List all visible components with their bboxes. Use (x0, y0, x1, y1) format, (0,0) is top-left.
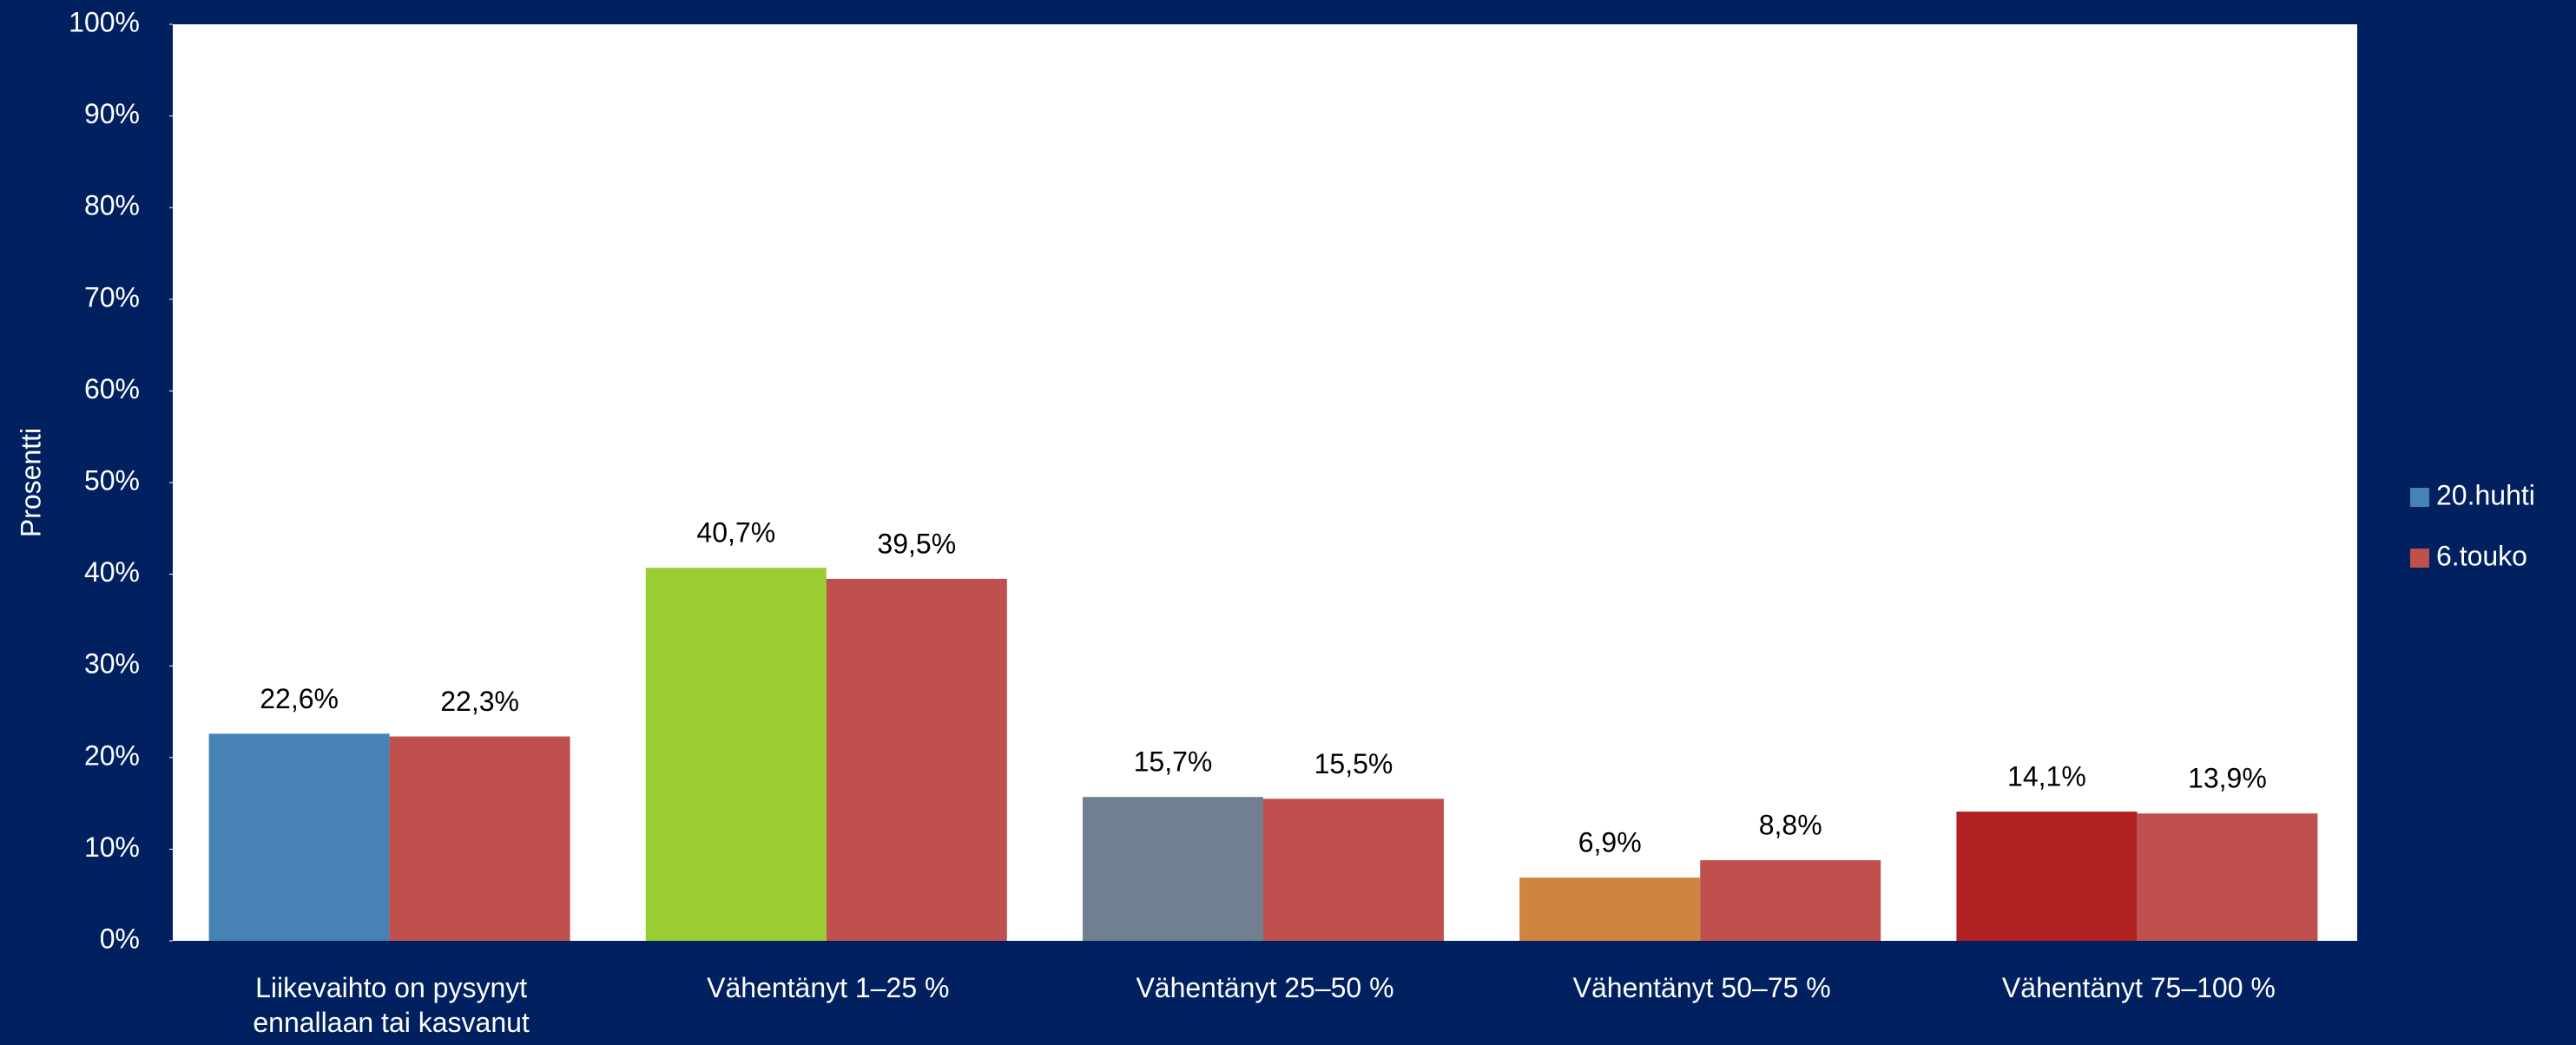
x-tick-label: Vähentänyt 50–75 % (1572, 972, 1831, 1003)
legend-label: 6.touko (2436, 540, 2527, 571)
x-tick-label: Vähentänyt 25–50 % (1136, 972, 1394, 1003)
y-tick-label: 0% (100, 923, 140, 954)
y-tick-label: 100% (69, 6, 140, 37)
y-tick-label: 20% (84, 739, 140, 771)
value-label: 39,5% (877, 528, 956, 559)
legend-label: 20.huhti (2436, 479, 2535, 510)
y-tick-label: 10% (84, 831, 140, 863)
value-label: 15,5% (1314, 748, 1393, 779)
y-axis-title: Prosentti (15, 428, 46, 537)
bar (1519, 877, 1701, 941)
value-label: 8,8% (1759, 810, 1822, 841)
y-tick-label: 60% (84, 373, 140, 404)
value-label: 15,7% (1134, 746, 1213, 778)
bar (1956, 812, 2138, 941)
y-tick-label: 30% (84, 648, 140, 680)
bar (1263, 799, 1444, 941)
y-tick-label: 50% (84, 464, 140, 496)
x-tick-label: Liikevaihto on pysynyt ennallaan tai kas… (253, 972, 530, 1038)
legend-swatch (2410, 549, 2429, 568)
value-label: 13,9% (2188, 763, 2267, 794)
y-tick-label: 70% (84, 281, 140, 312)
value-label: 14,1% (2007, 761, 2086, 792)
value-label: 22,6% (260, 683, 339, 714)
bar (1700, 860, 1881, 941)
legend-swatch (2410, 488, 2429, 507)
bar (645, 568, 827, 941)
value-label: 40,7% (696, 517, 775, 549)
bar (826, 578, 1007, 941)
y-tick-label: 90% (84, 98, 140, 129)
x-tick-label: Vähentänyt 75–100 % (2001, 972, 2276, 1003)
bar (1083, 797, 1263, 941)
x-tick-label: Vähentänyt 1–25 % (707, 972, 950, 1003)
bar (389, 736, 570, 941)
value-label: 22,3% (440, 686, 519, 717)
y-tick-label: 40% (84, 556, 140, 588)
bar (208, 733, 390, 941)
bar (2137, 813, 2318, 941)
value-label: 6,9% (1578, 827, 1642, 858)
y-tick-label: 80% (84, 190, 140, 221)
